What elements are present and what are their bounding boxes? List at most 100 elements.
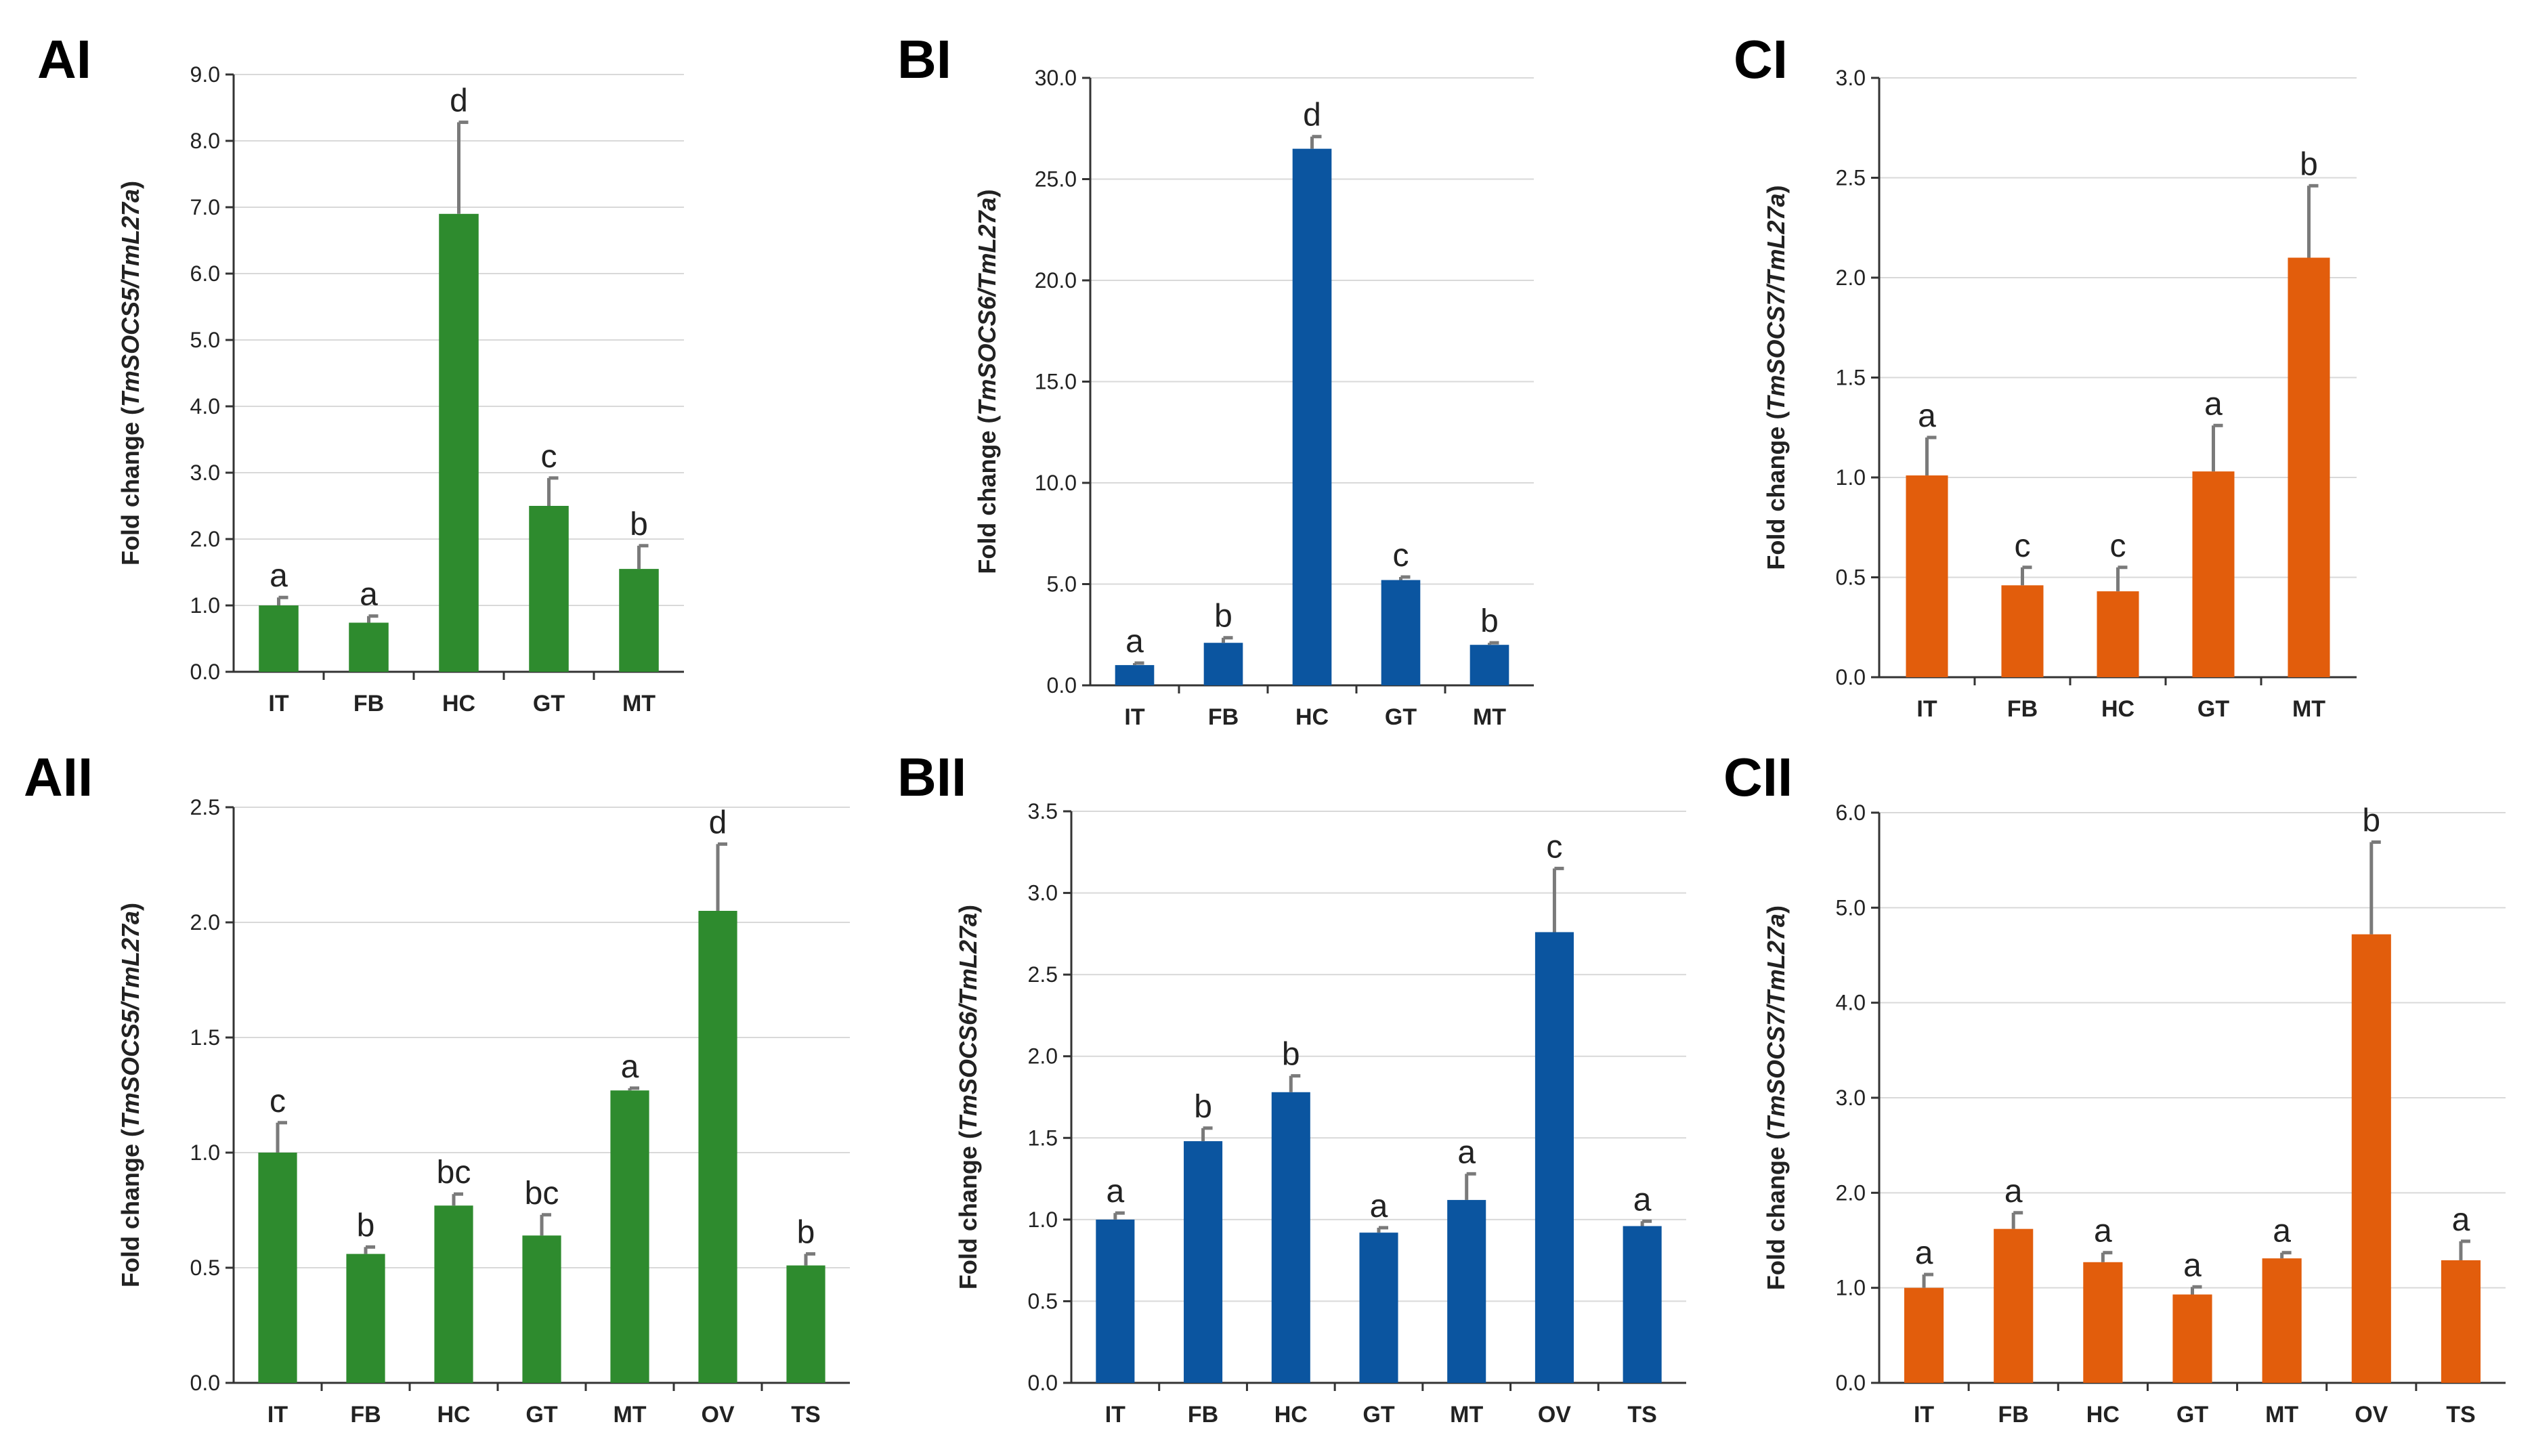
chart-panel-ci: CI 0.0 0.5 1.0 1.5 2.0 2.5 3.0 Fold change (TmSO…	[1734, 29, 2357, 722]
bar-ov	[698, 911, 737, 1383]
significance-label: c	[2110, 528, 2126, 564]
y-tick-label: 0.5	[1028, 1289, 1058, 1313]
x-tick-label: TS	[791, 1402, 820, 1428]
x-tick-label: IT	[1105, 1402, 1125, 1428]
x-tick-label: HC	[1274, 1402, 1308, 1428]
x-tick-label: GT	[1362, 1402, 1394, 1428]
y-tick-label: 0.0	[1836, 1371, 1866, 1395]
chart-panel-aii: AII 0.0 0.5 1.0 1.5 2.0 2.5 Fold change (TmSOCS…	[24, 747, 850, 1428]
significance-label: d	[1303, 98, 1321, 133]
y-tick-label: 3.0	[1836, 66, 1866, 90]
significance-label: a	[1633, 1182, 1652, 1218]
x-tick-label: MT	[2292, 696, 2325, 722]
bar-gt	[529, 506, 569, 672]
y-tick-label: 0.0	[1836, 665, 1866, 689]
y-tick-label: 1.0	[1836, 465, 1866, 490]
y-tick-label: 7.0	[190, 195, 220, 219]
y-tick-label: 0.0	[190, 1371, 220, 1395]
y-tick-label: 9.0	[190, 62, 220, 87]
y-tick-label: 0.0	[190, 660, 220, 684]
significance-label: b	[797, 1215, 815, 1251]
x-tick-label: FB	[350, 1402, 381, 1428]
bar-mt	[1469, 645, 1509, 685]
y-axis-label: Fold change (TmSOCS7/TmL27a)	[1762, 905, 1790, 1290]
y-tick-label: 2.0	[190, 527, 220, 551]
y-tick-label: 5.0	[1047, 572, 1077, 597]
y-tick-label: 1.5	[1836, 366, 1866, 390]
y-tick-label: 1.5	[190, 1025, 220, 1050]
x-tick-label: GT	[533, 691, 565, 716]
significance-label: c	[1393, 538, 1409, 574]
x-tick-label: FB	[1208, 704, 1239, 730]
y-tick-label: 3.0	[1836, 1086, 1866, 1110]
significance-label: b	[2362, 803, 2380, 839]
significance-label: c	[1546, 829, 1562, 865]
x-tick-label: IT	[1124, 704, 1144, 730]
x-tick-label: GT	[1385, 704, 1417, 730]
x-tick-label: HC	[2086, 1402, 2120, 1428]
y-axis-label: Fold change (TmSOCS7/TmL27a)	[1762, 185, 1790, 570]
bar-it	[258, 1153, 297, 1383]
y-tick-label: 2.5	[1028, 962, 1058, 987]
x-tick-label: MT	[1450, 1402, 1483, 1428]
chart-panel-cii: CII 0.0 1.0 2.0 3.0 4.0 5.0 6.0 Fold change (TmS…	[1723, 747, 2506, 1428]
bar-mt	[2262, 1258, 2302, 1383]
y-axis-label: Fold change (TmSOCS6/TmL27a)	[973, 189, 1001, 574]
x-tick-label: MT	[613, 1402, 646, 1428]
x-tick-label: TS	[1627, 1402, 1656, 1428]
significance-label: b	[1194, 1089, 1212, 1125]
bar-gt	[1359, 1233, 1398, 1383]
bar-hc	[1292, 148, 1332, 685]
x-tick-label: GT	[2176, 1402, 2208, 1428]
panel-label: CI	[1734, 29, 1788, 89]
bar-it	[1904, 1287, 1944, 1383]
bar-gt	[2172, 1294, 2212, 1383]
y-tick-label: 1.0	[1028, 1207, 1058, 1232]
bar-mt	[610, 1090, 649, 1383]
bar-ts	[1623, 1226, 1662, 1383]
bar-it	[1115, 665, 1155, 685]
chart-panel-bi: BI 0.0 5.0 10.0 15.0 20.0 25.0 30.0 Fold change …	[897, 29, 1534, 730]
bar-gt	[522, 1235, 561, 1383]
bar-ov	[2351, 934, 2391, 1383]
panel-label: BI	[897, 29, 951, 89]
y-tick-label: 3.0	[1028, 881, 1058, 905]
y-tick-label: 25.0	[1035, 167, 1077, 192]
bar-mt	[1447, 1199, 1486, 1383]
x-tick-label: OV	[701, 1402, 734, 1428]
y-tick-label: 2.0	[1028, 1044, 1058, 1069]
x-tick-label: GT	[2197, 696, 2229, 722]
panel-label: AI	[37, 29, 91, 89]
bar-it	[1906, 475, 1948, 677]
x-tick-label: HC	[442, 691, 475, 716]
y-tick-label: 2.0	[1836, 265, 1866, 290]
bar-ov	[1535, 932, 1574, 1383]
x-tick-label: MT	[1473, 704, 1506, 730]
bar-fb	[1994, 1228, 2034, 1383]
bar-ts	[2441, 1260, 2481, 1383]
bar-fb	[346, 1254, 385, 1383]
significance-label: b	[630, 507, 648, 542]
y-tick-label: 8.0	[190, 129, 220, 153]
significance-label: a	[1918, 398, 1936, 434]
significance-label: c	[2015, 528, 2031, 564]
significance-label: a	[2094, 1214, 2112, 1249]
significance-label: d	[450, 83, 468, 119]
x-tick-label: TS	[2446, 1402, 2475, 1428]
chart-panel-ai: AI 0.0 1.0 2.0 3.0 4.0 5.0 6.0 7.0 8.0 9.0 Fold cha…	[37, 29, 684, 716]
y-tick-label: 10.0	[1035, 471, 1077, 495]
bar-it	[259, 605, 299, 672]
y-tick-label: 30.0	[1035, 66, 1077, 90]
y-axis-label: Fold change (TmSOCS5/TmL27a)	[116, 903, 144, 1287]
x-tick-label: HC	[437, 1402, 470, 1428]
y-tick-label: 0.0	[1028, 1371, 1058, 1395]
significance-label: a	[360, 577, 378, 613]
y-tick-label: 5.0	[190, 328, 220, 352]
bar-hc	[2083, 1262, 2123, 1383]
significance-label: a	[2183, 1247, 2202, 1283]
x-tick-label: FB	[1188, 1402, 1218, 1428]
y-tick-label: 20.0	[1035, 268, 1077, 293]
y-tick-label: 6.0	[190, 261, 220, 286]
y-tick-label: 2.5	[190, 795, 220, 819]
x-tick-label: GT	[525, 1402, 557, 1428]
